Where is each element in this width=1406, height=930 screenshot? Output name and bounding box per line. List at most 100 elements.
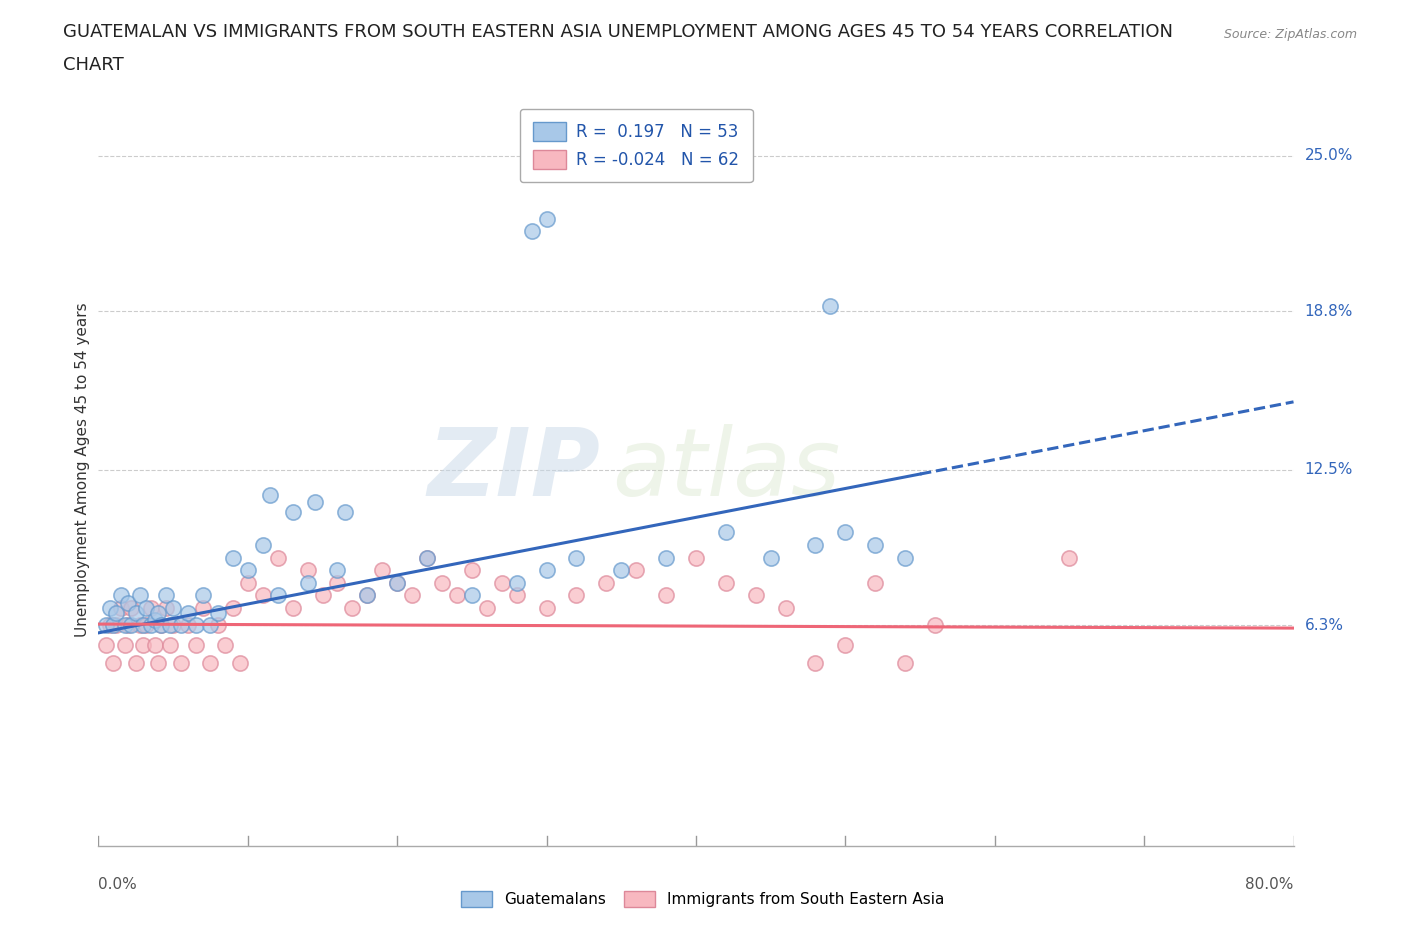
Point [371,563,394,578]
Point [311,588,333,603]
Point [834,638,856,653]
Point [132,638,155,653]
Point [103,656,125,671]
Point [252,538,274,552]
Point [162,618,184,632]
Point [804,538,827,552]
Point [610,563,633,578]
Point [894,656,917,671]
Legend: R =  0.197   N = 53, R = -0.024   N = 62: R = 0.197 N = 53, R = -0.024 N = 62 [520,109,752,182]
Point [139,618,162,632]
Point [148,605,170,620]
Legend: Guatemalans, Immigrants from South Eastern Asia: Guatemalans, Immigrants from South Easte… [454,884,952,915]
Point [520,224,543,239]
Point [281,505,304,520]
Text: 25.0%: 25.0% [1305,148,1353,164]
Text: 18.8%: 18.8% [1305,304,1353,319]
Point [820,299,842,314]
Point [159,638,181,653]
Point [191,601,214,616]
Point [114,638,136,653]
Point [150,618,173,632]
Point [129,588,152,603]
Point [759,551,782,565]
Point [714,575,737,591]
Point [94,638,117,653]
Point [1059,551,1081,565]
Point [236,575,259,591]
Point [214,638,236,653]
Point [129,618,152,632]
Point [342,601,364,616]
Point [117,595,139,610]
Point [281,601,304,616]
Point [105,618,128,632]
Point [745,588,768,603]
Point [626,563,648,578]
Point [297,563,319,578]
Point [267,588,290,603]
Text: 12.5%: 12.5% [1305,462,1353,477]
Point [222,551,245,565]
Text: atlas: atlas [613,424,841,515]
Point [120,601,142,616]
Point [191,588,214,603]
Point [259,487,281,502]
Point [865,575,887,591]
Point [924,618,946,632]
Point [333,505,356,520]
Point [200,656,222,671]
Point [207,605,229,620]
Point [159,618,181,632]
Point [267,551,290,565]
Point [207,618,229,632]
Point [356,588,378,603]
Y-axis label: Unemployment Among Ages 45 to 54 years: Unemployment Among Ages 45 to 54 years [75,302,90,637]
Point [169,656,191,671]
Point [655,551,678,565]
Point [117,618,139,632]
Point [565,588,588,603]
Text: GUATEMALAN VS IMMIGRANTS FROM SOUTH EASTERN ASIA UNEMPLOYMENT AMONG AGES 45 TO 5: GUATEMALAN VS IMMIGRANTS FROM SOUTH EAST… [63,23,1173,41]
Point [655,588,678,603]
Point [143,638,166,653]
Point [143,613,166,628]
Point [595,575,617,591]
Point [222,601,245,616]
Point [148,656,170,671]
Point [401,588,423,603]
Point [304,495,326,510]
Point [714,525,737,539]
Point [139,601,162,616]
Point [536,601,558,616]
Text: ZIP: ZIP [427,424,600,515]
Point [865,538,887,552]
Point [155,601,177,616]
Point [461,588,484,603]
Point [125,605,148,620]
Point [356,588,378,603]
Point [385,575,409,591]
Point [894,551,917,565]
Point [416,551,439,565]
Point [297,575,319,591]
Point [120,618,142,632]
Point [162,601,184,616]
Point [834,525,856,539]
Point [98,601,122,616]
Point [236,563,259,578]
Point [252,588,274,603]
Point [491,575,513,591]
Text: CHART: CHART [63,56,124,73]
Point [416,551,439,565]
Point [98,618,122,632]
Point [565,551,588,565]
Point [685,551,707,565]
Text: 6.3%: 6.3% [1305,618,1344,632]
Point [103,618,125,632]
Point [326,575,349,591]
Point [430,575,453,591]
Point [229,656,252,671]
Point [184,638,207,653]
Point [94,618,117,632]
